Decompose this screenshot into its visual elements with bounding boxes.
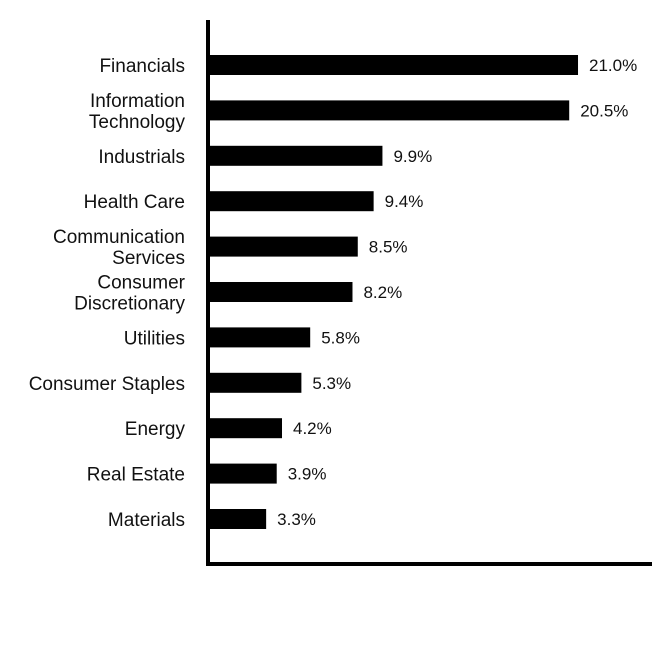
category-label: Financials <box>99 56 185 77</box>
category-label: Health Care <box>84 192 185 213</box>
bar-value-label: 8.2% <box>363 283 402 302</box>
bar <box>208 327 311 348</box>
bar <box>208 236 358 257</box>
bar-value-label: 5.8% <box>321 328 360 347</box>
bar-value-label: 4.2% <box>293 419 332 438</box>
bar-value-label: 3.3% <box>277 510 316 529</box>
bar <box>208 418 283 439</box>
bar-value-label: 20.5% <box>580 101 628 120</box>
category-label: Communication Services <box>53 227 185 269</box>
bar-value-label: 8.5% <box>369 238 408 257</box>
category-label: Utilities <box>124 328 185 349</box>
category-label: Industrials <box>98 147 185 168</box>
category-label: Real Estate <box>87 465 185 486</box>
bar <box>208 463 277 484</box>
bar <box>208 372 302 393</box>
bar-value-label: 9.4% <box>385 192 424 211</box>
bar-value-label: 3.9% <box>288 465 327 484</box>
category-label: Consumer Discretionary <box>74 273 186 315</box>
bar <box>208 191 374 212</box>
bar <box>208 145 383 166</box>
category-label: Energy <box>125 419 186 440</box>
category-label: Information Technology <box>89 91 186 133</box>
bar <box>208 55 579 75</box>
bar <box>208 282 353 302</box>
bar <box>208 509 267 529</box>
bar-value-label: 5.3% <box>312 374 351 393</box>
bar-value-label: 21.0% <box>589 56 637 75</box>
category-label: Materials <box>108 510 185 531</box>
bar-value-label: 9.9% <box>393 147 432 166</box>
bar <box>208 100 570 121</box>
labels-group: 21.0% Financials 20.5% Information Technolog… <box>29 56 638 531</box>
category-label: Consumer Staples <box>29 374 185 395</box>
bars-group <box>208 55 579 529</box>
